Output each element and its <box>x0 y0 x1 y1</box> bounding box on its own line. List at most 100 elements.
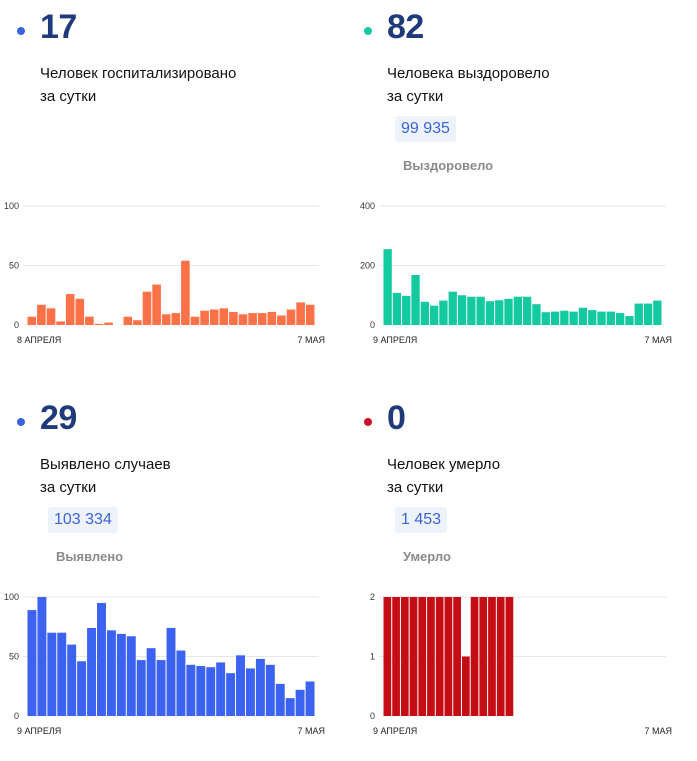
bar <box>196 666 206 716</box>
bar <box>209 309 219 325</box>
bar <box>248 313 257 325</box>
bar <box>65 294 75 325</box>
bar <box>265 664 275 716</box>
description-line-1: Человек госпитализировано <box>40 65 237 82</box>
bar <box>77 661 87 716</box>
bar <box>142 291 152 325</box>
bar <box>238 314 248 325</box>
bar <box>206 667 216 716</box>
bar <box>156 660 166 716</box>
hospitalized-chart: 0 50 100 8 АПРЕЛЯ 7 МАЯ <box>4 201 325 345</box>
y-tick-label: 50 <box>9 261 19 271</box>
x-start-label: 9 АПРЕЛЯ <box>373 335 417 345</box>
bar <box>216 662 226 716</box>
bar <box>27 610 37 716</box>
y-tick-label: 100 <box>4 201 19 211</box>
bar <box>161 314 171 325</box>
bar <box>181 260 190 325</box>
panel-hospitalized: 17 Человек госпитализировано за сутки 0 5… <box>0 0 330 370</box>
y-tick-label: 400 <box>360 201 375 211</box>
bar <box>97 602 106 716</box>
bar <box>448 291 457 325</box>
bar <box>275 683 285 716</box>
description-line-2: за сутки <box>387 479 444 496</box>
description: Человек умерло за сутки <box>387 453 500 499</box>
bar <box>588 310 597 325</box>
bar <box>643 303 653 325</box>
bar <box>479 597 488 716</box>
dot-icon <box>17 27 25 35</box>
description: Человека выздоровело за сутки <box>387 62 550 108</box>
bar <box>597 311 606 325</box>
bar <box>505 597 514 716</box>
bar <box>435 597 444 716</box>
total-label: Выявлено <box>56 549 124 564</box>
x-end-label: 7 МАЯ <box>297 335 325 345</box>
bar <box>285 698 295 716</box>
bar <box>296 302 305 325</box>
y-tick-label: 50 <box>9 652 19 662</box>
bar <box>476 296 485 325</box>
bar <box>532 304 541 325</box>
description-line-2: за сутки <box>387 88 444 105</box>
bar <box>190 316 200 325</box>
description-line-2: за сутки <box>40 479 97 496</box>
panel-cases: 29 Выявлено случаев за сутки 103 334 Выя… <box>0 391 330 761</box>
bar <box>560 310 569 325</box>
bar <box>606 311 615 325</box>
bar <box>166 627 176 716</box>
description: Выявлено случаев за сутки <box>40 453 171 499</box>
bar <box>87 627 97 716</box>
bar <box>616 313 625 325</box>
bar <box>418 597 427 716</box>
description-line-1: Человека выздоровело <box>387 65 550 82</box>
bar <box>171 313 181 325</box>
bar <box>470 597 479 716</box>
y-tick-label: 0 <box>14 711 19 721</box>
description-line-1: Выявлено случаев <box>40 456 171 473</box>
bar <box>420 301 429 325</box>
bar <box>409 597 418 716</box>
bar <box>67 644 77 716</box>
dot-icon <box>364 418 372 426</box>
bar <box>229 311 238 325</box>
x-start-label: 9 АПРЕЛЯ <box>17 726 61 736</box>
total-label: Выздоровело <box>403 158 494 173</box>
bar <box>37 597 47 716</box>
total-value: 103 334 <box>48 507 118 533</box>
description: Человек госпитализировано за сутки <box>40 62 236 108</box>
bar <box>123 316 133 325</box>
panel-recovered: 82 Человека выздоровело за сутки 99 935 … <box>347 0 677 370</box>
bar <box>255 658 265 716</box>
daily-value: 29 <box>40 399 77 437</box>
bar <box>219 308 229 325</box>
bar <box>569 311 578 325</box>
bar <box>75 298 85 325</box>
bar <box>488 597 496 716</box>
bar <box>439 300 448 325</box>
dot-icon <box>17 418 25 426</box>
bar <box>277 315 286 325</box>
y-tick-label: 100 <box>4 592 19 602</box>
y-tick-label: 0 <box>370 711 375 721</box>
bar <box>625 316 634 325</box>
x-end-label: 7 МАЯ <box>644 726 672 736</box>
bar <box>295 689 305 716</box>
bar <box>513 296 522 325</box>
bar <box>85 316 94 325</box>
bar <box>46 308 56 325</box>
recovered-chart: 0 200 400 9 АПРЕЛЯ 7 МАЯ <box>360 201 672 345</box>
x-start-label: 8 АПРЕЛЯ <box>17 335 61 345</box>
total-label: Умерло <box>403 549 451 564</box>
bar <box>411 275 420 325</box>
bar <box>47 632 57 716</box>
bar <box>427 597 435 716</box>
x-end-label: 7 МАЯ <box>297 726 325 736</box>
bar <box>634 303 643 325</box>
x-start-label: 9 АПРЕЛЯ <box>373 726 417 736</box>
bar <box>186 664 196 716</box>
bar <box>226 673 236 716</box>
bar <box>485 301 495 325</box>
bar <box>496 597 505 716</box>
bar <box>56 321 65 325</box>
